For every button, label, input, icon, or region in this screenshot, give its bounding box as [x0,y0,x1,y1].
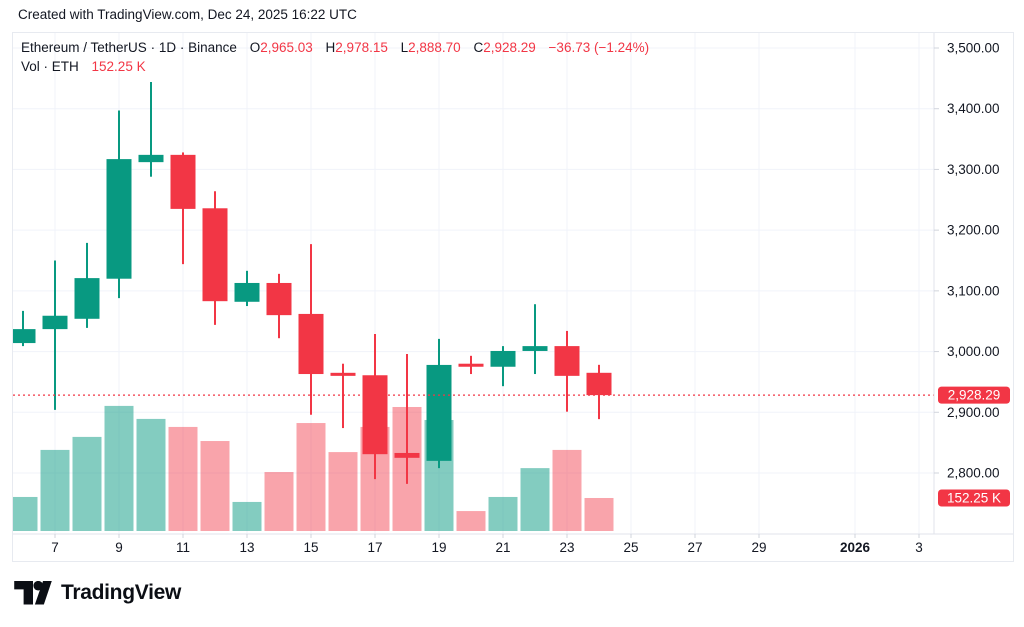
candle-body [298,313,324,375]
candle-dec-19[interactable] [426,338,452,469]
price-tick-label: 2,900.00 [947,405,1000,420]
volume-bar-dec-12[interactable] [200,441,230,531]
chart-card: 3,500.00 3,400.00 3,300.00 3,200.00 3,100.00… [12,32,1014,562]
candle-dec-23[interactable] [554,330,580,412]
candle-body [202,208,228,302]
volume-bar-dec-14[interactable] [264,472,294,531]
candle-dec-7[interactable] [42,260,68,410]
time-tick-label: 3 [915,540,923,555]
volume-bar-dec-10[interactable] [136,418,166,531]
axes: 3,500.00 3,400.00 3,300.00 3,200.00 3,100.00… [13,33,1013,555]
candle-body [394,452,420,458]
candle-body [106,159,132,279]
time-tick-label: 11 [176,540,190,555]
candle-body [266,282,292,316]
candle-dec-9[interactable] [106,110,132,299]
candle-dec-24[interactable] [586,364,612,420]
price-tick-label: 3,200.00 [947,223,1000,238]
candle-body [234,282,260,302]
candle-series [13,81,934,484]
candle-dec-18[interactable] [394,353,420,484]
candle-dec-11[interactable] [170,152,196,265]
time-tick-label: 9 [115,540,123,555]
time-tick-label: 21 [495,540,510,555]
candle-body [490,350,516,367]
last-volume-badge-text: 152.25 K [947,490,1001,505]
volume-bar-dec-21[interactable] [488,496,518,531]
candle-dec-10[interactable] [138,81,164,177]
volume-series [13,405,614,531]
candle-dec-13[interactable] [234,270,260,307]
candle-body [138,154,164,163]
last-volume-badge: 152.25 K [938,489,1010,507]
volume-bar-dec-8[interactable] [72,436,102,531]
volume-bar-dec-23[interactable] [552,449,582,531]
tradingview-logo-text: TradingView [61,581,182,604]
candle-body [362,375,388,455]
candlestick-chart[interactable]: 3,500.00 3,400.00 3,300.00 3,200.00 3,100.00… [13,33,1013,561]
candle-body [170,154,196,209]
time-tick-label: 19 [431,540,446,555]
candle-dec-8[interactable] [74,242,100,328]
time-tick-label: 15 [303,540,318,555]
candle-body [426,364,452,461]
price-tick-label: 3,500.00 [947,41,1000,56]
candle-dec-21[interactable] [490,346,516,387]
volume-bar-dec-16[interactable] [328,452,358,531]
price-tick-label: 3,000.00 [947,344,1000,359]
price-tick-label: 3,100.00 [947,283,1000,298]
time-tick-label: 23 [559,540,574,555]
attribution-text: Created with TradingView.com, Dec 24, 20… [18,7,357,22]
time-tick-label: 25 [623,540,638,555]
volume-bar-dec-7[interactable] [40,449,70,531]
candle-dec-17[interactable] [362,333,388,480]
price-axis[interactable]: 3,500.00 3,400.00 3,300.00 3,200.00 3,100.00… [934,41,1000,481]
candle-body [586,372,612,396]
last-price-badge-bg [938,386,1010,404]
candle-dec-20[interactable] [458,355,484,375]
candle-dec-22[interactable] [522,304,548,375]
price-tick-label: 2,800.00 [947,465,1000,480]
time-tick-label: 29 [751,540,766,555]
candle-body [522,346,548,351]
candle-body [330,372,356,376]
volume-bar-dec-6[interactable] [13,496,38,531]
volume-bar-dec-9[interactable] [104,405,134,531]
price-tick-label: 3,300.00 [947,162,1000,177]
candle-dec-16[interactable] [330,363,356,429]
candle-body [458,363,484,367]
candle-body [42,315,68,330]
candle-dec-15[interactable] [298,244,324,415]
volume-bar-dec-11[interactable] [168,426,198,531]
price-tick-label: 3,400.00 [947,101,1000,116]
candle-body [554,346,580,376]
last-price-badge-text: 2,928.29 [948,388,1001,403]
candle-body [13,329,36,344]
volume-bar-dec-13[interactable] [232,501,262,531]
footer-branding: TradingView [14,581,181,605]
time-tick-label: 13 [239,540,254,555]
time-tick-label: 27 [687,540,702,555]
time-axis[interactable]: 7 9 11 13 15 17 19 21 23 25 27 29 2026 3 [51,534,923,555]
volume-bar-dec-24[interactable] [584,497,614,531]
last-price-badge: 2,928.29 [938,386,1010,404]
candle-dec-12[interactable] [202,191,228,325]
tradingview-logo-icon [14,581,52,605]
candle-body [74,278,100,319]
candle-dec-6[interactable] [13,310,36,347]
volume-bar-dec-15[interactable] [296,423,326,531]
volume-bar-dec-22[interactable] [520,468,550,531]
volume-bar-dec-20[interactable] [456,511,486,531]
time-tick-label: 2026 [840,540,871,555]
last-volume-badge-bg [938,489,1010,507]
time-tick-label: 17 [367,540,382,555]
time-tick-label: 7 [51,540,59,555]
candle-dec-14[interactable] [266,273,292,339]
